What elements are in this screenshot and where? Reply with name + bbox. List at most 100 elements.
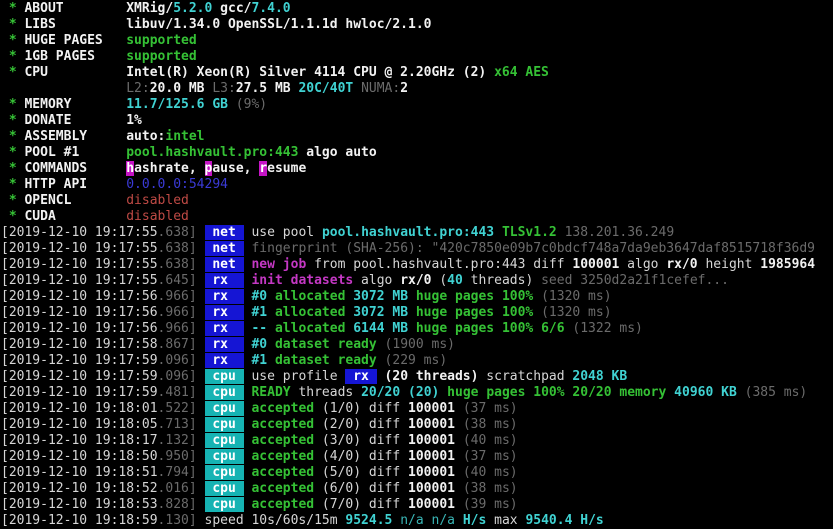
text-segment: .638]	[157, 225, 197, 240]
text-segment: (40 ms)	[455, 433, 518, 448]
log-rx-allocated-total: [2019-12-10 19:17:56.966] rx -- allocate…	[1, 321, 833, 337]
text-segment: .645]	[157, 273, 197, 288]
text-segment: rx/0	[400, 273, 432, 288]
text-segment: #0	[251, 337, 268, 352]
text-segment: .713]	[157, 417, 197, 432]
text-segment: (385 ms)	[736, 385, 808, 400]
text-segment: [2019-12-10 19:17:55	[1, 241, 158, 256]
text-segment	[197, 481, 205, 496]
text-segment	[197, 241, 205, 256]
text-segment	[197, 337, 205, 352]
text-segment: [2019-12-10 19:17:56	[1, 289, 158, 304]
text-segment	[197, 321, 205, 336]
rx-badge: rx	[204, 337, 244, 352]
text-segment	[1, 129, 9, 144]
text-segment: .966]	[157, 289, 197, 304]
text-segment: [2019-12-10 19:17:56	[1, 321, 158, 336]
text-segment: MEMORY	[24, 97, 127, 112]
text-segment: from pool.hashvault.pro:443 diff	[306, 257, 573, 272]
text-segment: huge pages 100% 6/6	[408, 321, 565, 336]
text-segment: 100001	[408, 449, 455, 464]
text-segment: 1%	[126, 113, 142, 128]
bullet-asterisk: *	[8, 145, 17, 160]
text-segment: H/s	[462, 513, 487, 528]
text-segment: [2019-12-10 19:17:59	[1, 385, 158, 400]
text-segment: ABOUT	[24, 1, 127, 16]
text-segment: 5.2.0	[173, 1, 213, 16]
text-segment: allocated	[267, 289, 354, 304]
text-segment	[197, 369, 205, 384]
text-segment: NUMA:	[361, 81, 401, 96]
text-segment: algo	[353, 273, 401, 288]
text-segment: accepted	[251, 433, 315, 448]
text-segment: COMMANDS	[24, 161, 127, 176]
text-segment: .016]	[157, 481, 197, 496]
text-segment: huge pages 100% 20/20 memory	[439, 385, 675, 400]
log-net-use-pool: [2019-12-10 19:17:55.638] net use pool p…	[1, 225, 833, 241]
rx-badge: rx	[204, 353, 244, 368]
log-rx-init-datasets: [2019-12-10 19:17:55.645] rx init datase…	[1, 273, 833, 289]
text-segment: .481]	[157, 385, 197, 400]
text-segment: use pool	[251, 225, 322, 240]
log-cpu-accepted-7: [2019-12-10 19:18:53.828] cpu accepted (…	[1, 497, 833, 513]
text-segment: (1/0) diff	[314, 401, 409, 416]
text-segment: [2019-12-10 19:17:55	[1, 273, 158, 288]
text-segment: 138.201.36.249	[564, 225, 675, 240]
log-cpu-ready-threads: [2019-12-10 19:17:59.481] cpu READY thre…	[1, 385, 833, 401]
text-segment: [2019-12-10 19:18:50	[1, 449, 158, 464]
text-segment: 40	[447, 273, 463, 288]
cpu-badge: cpu	[204, 449, 244, 464]
cpu-badge: cpu	[204, 481, 244, 496]
text-segment	[197, 385, 205, 400]
text-segment: (37 ms)	[455, 449, 518, 464]
text-segment: 100001	[408, 497, 455, 512]
bullet-asterisk: *	[8, 193, 17, 208]
bullet-asterisk: *	[8, 1, 17, 16]
text-segment: supported	[126, 49, 197, 64]
bullet-asterisk: *	[8, 49, 17, 64]
text-segment: #1	[251, 305, 268, 320]
text-segment: 2048 KB	[572, 369, 628, 384]
bullet-asterisk: *	[8, 113, 17, 128]
text-segment: [2019-12-10 19:18:17	[1, 433, 158, 448]
log-speed: [2019-12-10 19:18:59.130] speed 10s/60s/…	[1, 513, 833, 529]
text-segment: OPENCL	[24, 193, 127, 208]
text-segment: (1322 ms)	[564, 321, 643, 336]
cpu-badge: cpu	[204, 417, 244, 432]
info-huge-pages: * HUGE PAGES supported	[1, 33, 833, 49]
text-segment: CPU	[24, 65, 127, 80]
text-segment: 20/20 (20)	[361, 385, 440, 400]
text-segment: auto:	[126, 129, 166, 144]
text-segment: #0	[251, 289, 268, 304]
cpu-badge: cpu	[204, 401, 244, 416]
text-segment: .132]	[157, 433, 197, 448]
text-segment: [2019-12-10 19:17:55	[1, 225, 158, 240]
rx-profile-badge: rx	[345, 369, 377, 384]
text-segment: .096]	[157, 369, 197, 384]
text-segment	[197, 353, 205, 368]
text-segment	[197, 417, 205, 432]
text-segment: (1320 ms)	[533, 305, 612, 320]
text-segment	[1, 113, 9, 128]
text-segment	[197, 449, 205, 464]
text-segment: .966]	[157, 305, 197, 320]
log-net-new-job: [2019-12-10 19:17:55.638] net new job fr…	[1, 257, 833, 273]
text-segment	[197, 465, 205, 480]
info-opencl: * OPENCL disabled	[1, 193, 833, 209]
text-segment: 0.0.0.0:54294	[126, 177, 228, 192]
text-segment: (6/0) diff	[314, 481, 409, 496]
text-segment: --	[251, 321, 268, 336]
text-segment	[557, 225, 565, 240]
text-segment: ashrate,	[134, 161, 205, 176]
log-cpu-accepted-6: [2019-12-10 19:18:52.016] cpu accepted (…	[1, 481, 833, 497]
text-segment: HUGE PAGES	[24, 33, 127, 48]
bullet-asterisk: *	[8, 129, 17, 144]
text-segment: DONATE	[24, 113, 127, 128]
text-segment: #1	[251, 353, 268, 368]
text-segment: (20 threads)	[376, 369, 479, 384]
rx-badge: rx	[204, 289, 244, 304]
text-segment	[197, 305, 205, 320]
rx-badge: rx	[204, 321, 244, 336]
net-badge: net	[204, 241, 244, 256]
